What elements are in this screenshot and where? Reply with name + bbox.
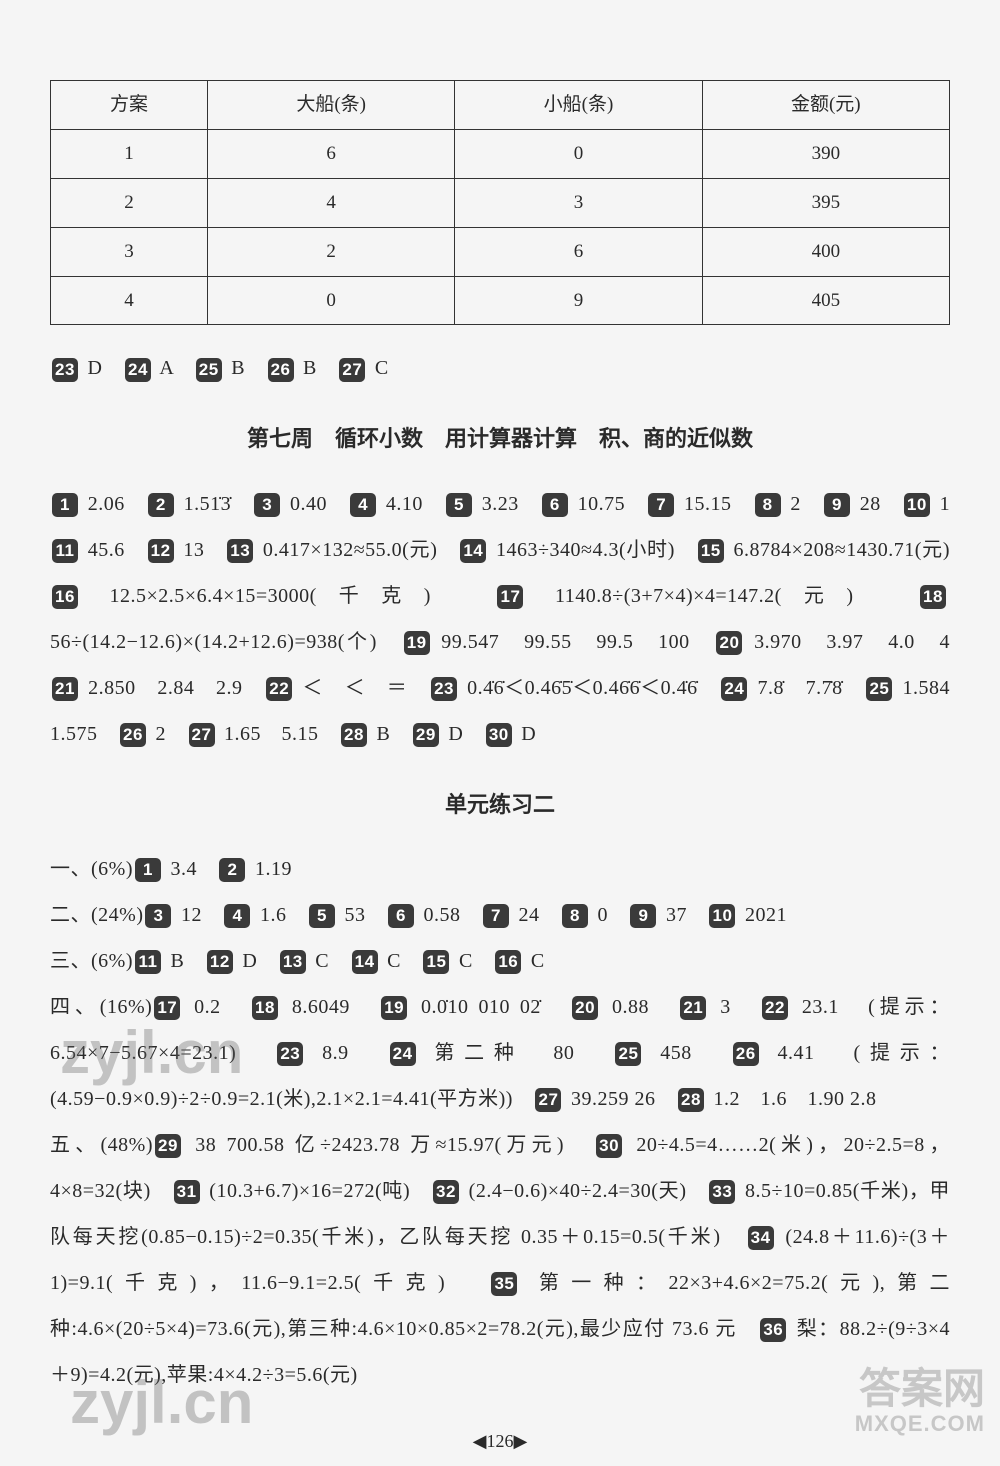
question-number-badge: 1 [135,858,161,882]
question-number-badge: 21 [52,677,78,701]
question-number-badge: 25 [615,1042,641,1066]
question-number-badge: 25 [196,358,222,382]
question-number-badge: 16 [495,950,521,974]
question-number-badge: 20 [572,996,598,1020]
question-number-badge: 18 [920,585,946,609]
question-number-badge: 22 [762,996,788,1020]
answers-23-27: 23 D 24 A 25 B 26 B 27 C [50,345,950,391]
question-number-badge: 29 [413,723,439,747]
answer-group: 二、(24%)3 12 4 1.6 5 53 6 0.58 7 24 8 0 9… [50,892,950,938]
question-number-badge: 27 [189,723,215,747]
question-number-badge: 6 [542,493,568,517]
question-number-badge: 4 [224,904,250,928]
question-number-badge: 29 [155,1134,181,1158]
question-number-badge: 31 [174,1180,200,1204]
section-1-content: 1 2.06 2 1.51̇3̇ 3 0.40 4 4.10 5 3.23 6 … [50,481,950,757]
question-number-badge: 10 [709,904,735,928]
section-1-title: 第七周 循环小数 用计算器计算 积、商的近似数 [50,416,950,462]
question-number-badge: 17 [497,585,523,609]
question-number-badge: 22 [266,677,292,701]
question-number-badge: 12 [148,539,174,563]
question-number-badge: 13 [280,950,306,974]
table-row: 409405 [51,276,950,325]
answer-group: 五、(48%)29 38 700.58 亿÷2423.78 万≈15.97(万元… [50,1122,950,1398]
answer-group: 一、(6%)1 3.4 2 1.19 [50,846,950,892]
question-number-badge: 11 [135,950,161,974]
question-number-badge: 18 [252,996,278,1020]
question-number-badge: 25 [866,677,892,701]
question-number-badge: 3 [145,904,171,928]
table-header: 方案 [51,81,208,130]
question-number-badge: 23 [52,358,78,382]
table-header: 小船(条) [455,81,702,130]
question-number-badge: 27 [339,358,365,382]
question-number-badge: 32 [433,1180,459,1204]
question-number-badge: 26 [268,358,294,382]
question-number-badge: 11 [52,539,78,563]
question-number-badge: 19 [381,996,407,1020]
question-number-badge: 30 [596,1134,622,1158]
question-number-badge: 3 [254,493,280,517]
question-number-badge: 20 [716,631,742,655]
question-number-badge: 7 [648,493,674,517]
table-row: 243395 [51,178,950,227]
question-number-badge: 26 [120,723,146,747]
question-number-badge: 24 [721,677,747,701]
question-number-badge: 27 [535,1088,561,1112]
question-number-badge: 2 [219,858,245,882]
section-2-content: 一、(6%)1 3.4 2 1.19二、(24%)3 12 4 1.6 5 53… [50,846,950,1398]
question-number-badge: 2 [148,493,174,517]
question-number-badge: 36 [760,1318,786,1342]
corner-watermark: 答案网 MXQE.COM [855,1366,985,1436]
question-number-badge: 35 [491,1272,517,1296]
question-number-badge: 28 [678,1088,704,1112]
plan-table: 方案大船(条)小船(条)金额(元) 1603902433953264004094… [50,80,950,325]
question-number-badge: 5 [309,904,335,928]
question-number-badge: 23 [431,677,457,701]
page-number: ◀126▶ [50,1423,950,1461]
question-number-badge: 34 [748,1226,774,1250]
question-number-badge: 13 [227,539,253,563]
question-number-badge: 26 [733,1042,759,1066]
answer-group: 四、(16%)17 0.2 18 8.6049 19 0.0̇10 010 02… [50,984,950,1122]
question-number-badge: 19 [404,631,430,655]
section-2-title: 单元练习二 [50,782,950,828]
question-number-badge: 7 [483,904,509,928]
question-number-badge: 28 [341,723,367,747]
question-number-badge: 23 [277,1042,303,1066]
question-number-badge: 5 [446,493,472,517]
table-header: 金额(元) [702,81,949,130]
question-number-badge: 1 [52,493,78,517]
question-number-badge: 6 [388,904,414,928]
question-number-badge: 17 [154,996,180,1020]
question-number-badge: 33 [709,1180,735,1204]
question-number-badge: 21 [680,996,706,1020]
question-number-badge: 15 [423,950,449,974]
question-number-badge: 8 [562,904,588,928]
table-row: 160390 [51,129,950,178]
answer-group: 三、(6%)11 B 12 D 13 C 14 C 15 C 16 C [50,938,950,984]
question-number-badge: 16 [52,585,78,609]
question-number-badge: 12 [207,950,233,974]
question-number-badge: 10 [904,493,930,517]
question-number-badge: 4 [350,493,376,517]
question-number-badge: 24 [390,1042,416,1066]
question-number-badge: 9 [630,904,656,928]
table-header: 大船(条) [208,81,455,130]
question-number-badge: 24 [125,358,151,382]
question-number-badge: 15 [698,539,724,563]
question-number-badge: 9 [824,493,850,517]
table-row: 326400 [51,227,950,276]
question-number-badge: 30 [486,723,512,747]
question-number-badge: 14 [352,950,378,974]
question-number-badge: 14 [460,539,486,563]
question-number-badge: 8 [755,493,781,517]
